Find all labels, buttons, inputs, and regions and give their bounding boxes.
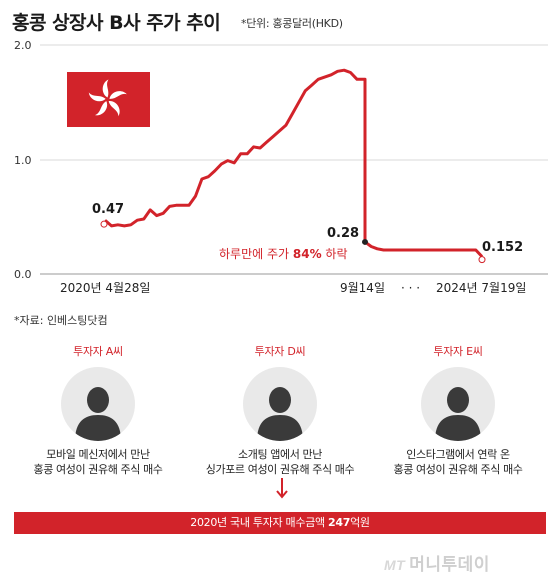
investor-card-a: 투자자 A씨 모바일 메신저에서 만난 홍콩 여성이 권유해 주식 매수 — [13, 343, 183, 477]
x-tick-label: 2024년 7월19일 — [436, 281, 526, 295]
person-icon — [243, 367, 317, 441]
total-purchase-banner: 2020년 국내 투자자 매수금액 247억원 — [14, 512, 546, 534]
start-value-label: 0.47 — [92, 202, 124, 217]
source-note: *자료: 인베스팅닷컴 — [14, 314, 108, 327]
y-tick-label: 2.0 — [14, 39, 32, 52]
investor-description: 소개팅 앱에서 만난 싱가포르 여성이 권유해 주식 매수 — [205, 448, 355, 476]
investor-description: 인스타그램에서 연락 온 홍콩 여성이 권유해 주식 매수 — [393, 448, 523, 476]
price-chart: 2.0 1.0 0.0 0.47 0.28 0.152 하루만에 주가 84% … — [14, 39, 548, 295]
hong-kong-flag-icon — [67, 72, 150, 127]
x-tick-label: 2020년 4월28일 — [60, 281, 150, 295]
end-value-label: 0.152 — [482, 240, 523, 255]
investor-name: 투자자 E씨 — [433, 345, 483, 358]
y-tick-label: 1.0 — [14, 154, 32, 167]
drop-point-marker — [362, 238, 368, 245]
person-icon — [61, 367, 135, 441]
drop-annotation: 하루만에 주가 84% 하락 — [219, 247, 348, 261]
publisher-logo: MT 머니투데이 — [384, 555, 490, 574]
end-point-marker — [478, 256, 486, 264]
x-tick-label: · · · — [401, 281, 420, 295]
chart-title: 홍콩 상장사 B사 주가 추이 — [12, 12, 221, 34]
price-series-line — [104, 68, 484, 258]
investor-card-d: 투자자 D씨 소개팅 앱에서 만난 싱가포르 여성이 권유해 주식 매수 — [195, 343, 365, 477]
investor-name: 투자자 D씨 — [254, 345, 306, 358]
investor-description: 모바일 메신저에서 만난 홍콩 여성이 권유해 주식 매수 — [33, 448, 163, 476]
unit-label: *단위: 홍콩달러(HKD) — [241, 17, 343, 30]
investor-name: 투자자 A씨 — [73, 345, 123, 358]
start-point-marker — [100, 220, 108, 228]
drop-value-label: 0.28 — [327, 226, 359, 241]
down-arrow-icon — [276, 478, 288, 499]
investor-card-e: 투자자 E씨 인스타그램에서 연락 온 홍콩 여성이 권유해 주식 매수 — [373, 343, 543, 477]
y-tick-label: 0.0 — [14, 268, 32, 281]
person-icon — [421, 367, 495, 441]
x-tick-label: 9월14일 — [340, 281, 385, 295]
